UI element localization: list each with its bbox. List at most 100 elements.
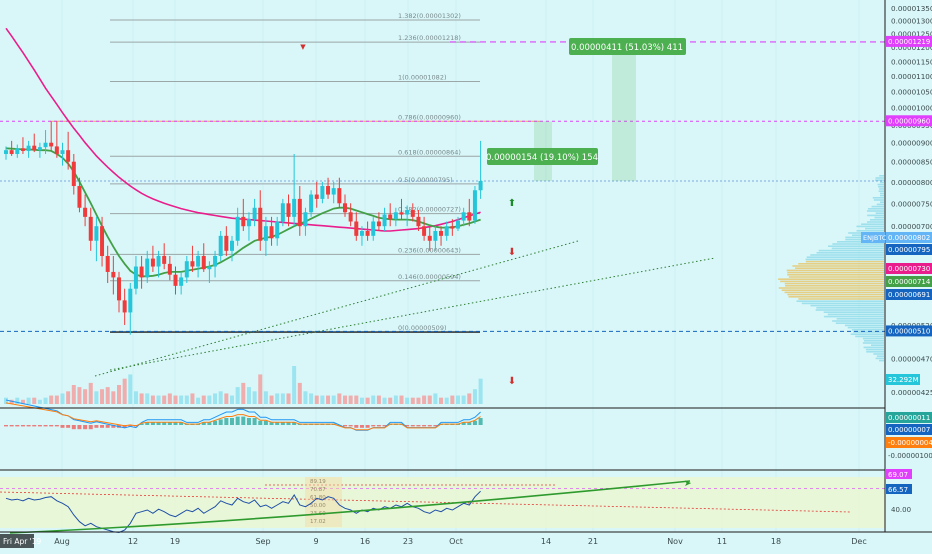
volume-profile-bar	[864, 347, 884, 349]
rsi-pane: 89.1970.8761.8050.0023.6017.02➤	[0, 477, 885, 533]
macd-histogram-bar	[21, 425, 25, 426]
volume-bar	[258, 374, 262, 404]
fib-label: 0.786(0.00000960)	[398, 113, 461, 121]
time-tick-label: 16	[360, 537, 370, 546]
candle-body	[162, 256, 166, 264]
macd-histogram-bar	[89, 425, 93, 429]
volume-bar	[450, 396, 454, 404]
volume-profile-bar	[876, 212, 884, 214]
candle-body	[94, 226, 98, 241]
volume-profile-bar	[867, 221, 884, 223]
volume-profile-bar	[782, 289, 884, 291]
volume-bar	[247, 387, 251, 404]
macd-histogram-bar	[371, 425, 375, 426]
candle-body	[309, 195, 313, 213]
candle-body	[157, 256, 161, 267]
volume-profile-bar	[816, 307, 884, 309]
pair-badge: ENJBTC	[863, 234, 887, 242]
candle-body	[151, 259, 155, 267]
candle-body	[428, 236, 432, 241]
volume-profile-bar	[828, 314, 884, 316]
price-badge: 32.292M	[888, 376, 919, 384]
volume-profile-bar	[792, 265, 884, 267]
candle-body	[219, 236, 223, 256]
macd-histogram-bar	[72, 425, 76, 429]
candle-body	[15, 148, 19, 154]
time-tick-label: Sep	[255, 537, 270, 546]
candle-body	[89, 217, 93, 241]
volume-bar	[241, 383, 245, 404]
candle-body	[439, 231, 443, 236]
price-tick-label: 0.00001100	[891, 72, 932, 81]
volume-bar	[292, 366, 296, 404]
volume-profile-bar	[824, 316, 884, 318]
volume-bar	[145, 393, 149, 404]
macd-histogram-bar	[428, 425, 432, 426]
volume-bar	[123, 379, 127, 404]
macd-histogram-bar	[106, 425, 110, 428]
candle-body	[281, 203, 285, 221]
candle-body	[83, 208, 87, 217]
volume-profile-bar	[824, 311, 884, 313]
volume-profile-bar	[780, 281, 884, 283]
macd-histogram-bar	[4, 425, 8, 426]
volume-bar	[462, 396, 466, 404]
volume-bar	[224, 393, 228, 404]
volume-bar	[456, 396, 460, 404]
volume-bar	[467, 393, 471, 404]
volume-profile-bar	[816, 309, 884, 311]
candle-body	[462, 212, 466, 220]
macd-histogram-bar	[258, 421, 262, 425]
volume-profile-bar	[836, 322, 884, 324]
volume-bar	[349, 396, 353, 404]
macd-histogram-bar	[253, 418, 257, 425]
candle-body	[123, 300, 127, 312]
candle-body	[134, 267, 138, 289]
candle-body	[411, 210, 415, 217]
volume-profile-bar	[828, 245, 884, 247]
macd-histogram-bar	[411, 425, 415, 426]
time-tick-label: 18	[771, 537, 781, 546]
candle-body	[21, 148, 25, 151]
volume-bar	[94, 391, 98, 404]
candle-body	[190, 261, 194, 266]
volume-profile-bar	[779, 287, 884, 289]
price-tick-label: 0.00000700	[891, 222, 932, 231]
volume-bar	[411, 398, 415, 404]
price-tick-label: 0.00000850	[891, 158, 932, 167]
volume-profile-bar	[845, 325, 884, 327]
fib-label: 0.5(0.00000795)	[398, 176, 453, 184]
volume-profile-bar	[864, 340, 884, 342]
macd-histogram-bar	[479, 418, 483, 425]
volume-bar	[400, 396, 404, 404]
volume-profile-bar	[852, 329, 884, 331]
candle-body	[100, 226, 104, 256]
volume-bar	[360, 398, 364, 404]
target-box-2	[612, 42, 636, 181]
candle-body	[264, 226, 268, 241]
volume-bar	[332, 396, 336, 404]
candle-body	[337, 188, 341, 203]
candle-body	[433, 231, 437, 241]
candle-body	[388, 215, 392, 220]
macd-histogram-bar	[349, 425, 353, 426]
volume-bar	[202, 396, 206, 404]
candle-body	[61, 150, 65, 154]
macd-badge: 0.00000011	[888, 414, 930, 422]
price-tick-label: 0.00001050	[891, 87, 932, 96]
volume-profile-bar	[874, 217, 884, 219]
volume-bar	[83, 389, 87, 404]
time-tick-label: 21	[588, 537, 598, 546]
volume-bar	[49, 396, 53, 404]
price-badge: 0.00000714	[888, 278, 931, 286]
candle-body	[479, 181, 483, 190]
candle-body	[320, 186, 324, 199]
macd-histogram-bar	[360, 425, 364, 428]
volume-bar	[27, 398, 31, 404]
volume-profile-bar	[785, 283, 884, 285]
volume-bar	[77, 387, 81, 404]
candle-body	[145, 259, 149, 278]
macd-histogram-bar	[10, 425, 14, 426]
